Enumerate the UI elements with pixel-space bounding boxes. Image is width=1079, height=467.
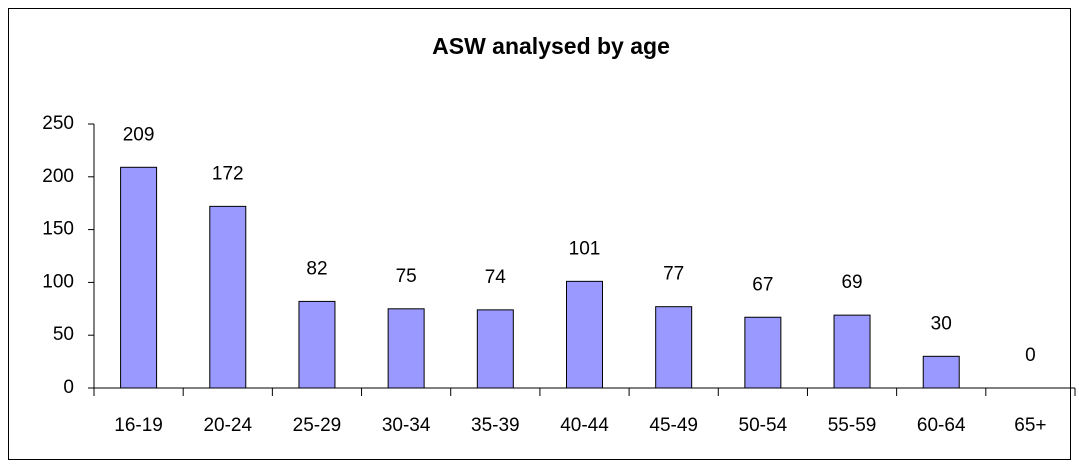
data-label: 82	[306, 258, 327, 279]
data-label: 67	[752, 274, 773, 295]
y-tick-label: 0	[63, 377, 74, 398]
data-label: 101	[569, 238, 601, 259]
data-label: 172	[212, 163, 244, 184]
data-label: 75	[396, 266, 417, 287]
bar	[922, 355, 960, 389]
data-label: 30	[931, 313, 952, 334]
x-tick-label: 16-19	[114, 415, 163, 436]
x-tick-label: 30-34	[382, 415, 431, 436]
data-label: 209	[123, 124, 155, 145]
bar	[387, 308, 425, 389]
x-tick-label: 20-24	[203, 415, 252, 436]
y-tick-label: 200	[42, 166, 74, 187]
data-label: 74	[485, 267, 507, 288]
x-tick-label: 50-54	[739, 415, 788, 436]
bar	[209, 205, 247, 389]
y-tick-label: 50	[53, 324, 74, 345]
x-tick-label: 45-49	[649, 415, 698, 436]
bar	[298, 300, 336, 389]
bar	[120, 166, 158, 389]
bar	[833, 314, 871, 389]
x-tick-label: 55-59	[828, 415, 877, 436]
x-tick-label: 25-29	[293, 415, 342, 436]
y-tick-label: 150	[42, 219, 74, 240]
bar	[566, 280, 603, 389]
x-tick-label: 65+	[1014, 415, 1046, 436]
data-label: 69	[841, 272, 862, 293]
bar	[476, 309, 514, 389]
x-tick-label: 60-64	[917, 415, 966, 436]
bar	[655, 306, 693, 389]
y-tick-label: 250	[42, 113, 74, 134]
x-tick-label: 40-44	[560, 415, 609, 436]
data-label: 0	[1025, 345, 1036, 366]
data-label: 77	[663, 264, 684, 285]
chart-title: ASW analysed by age	[432, 33, 670, 59]
chart-border	[8, 8, 1071, 460]
bar	[744, 316, 782, 389]
x-tick-label: 35-39	[471, 415, 520, 436]
y-tick-label: 100	[42, 271, 74, 292]
